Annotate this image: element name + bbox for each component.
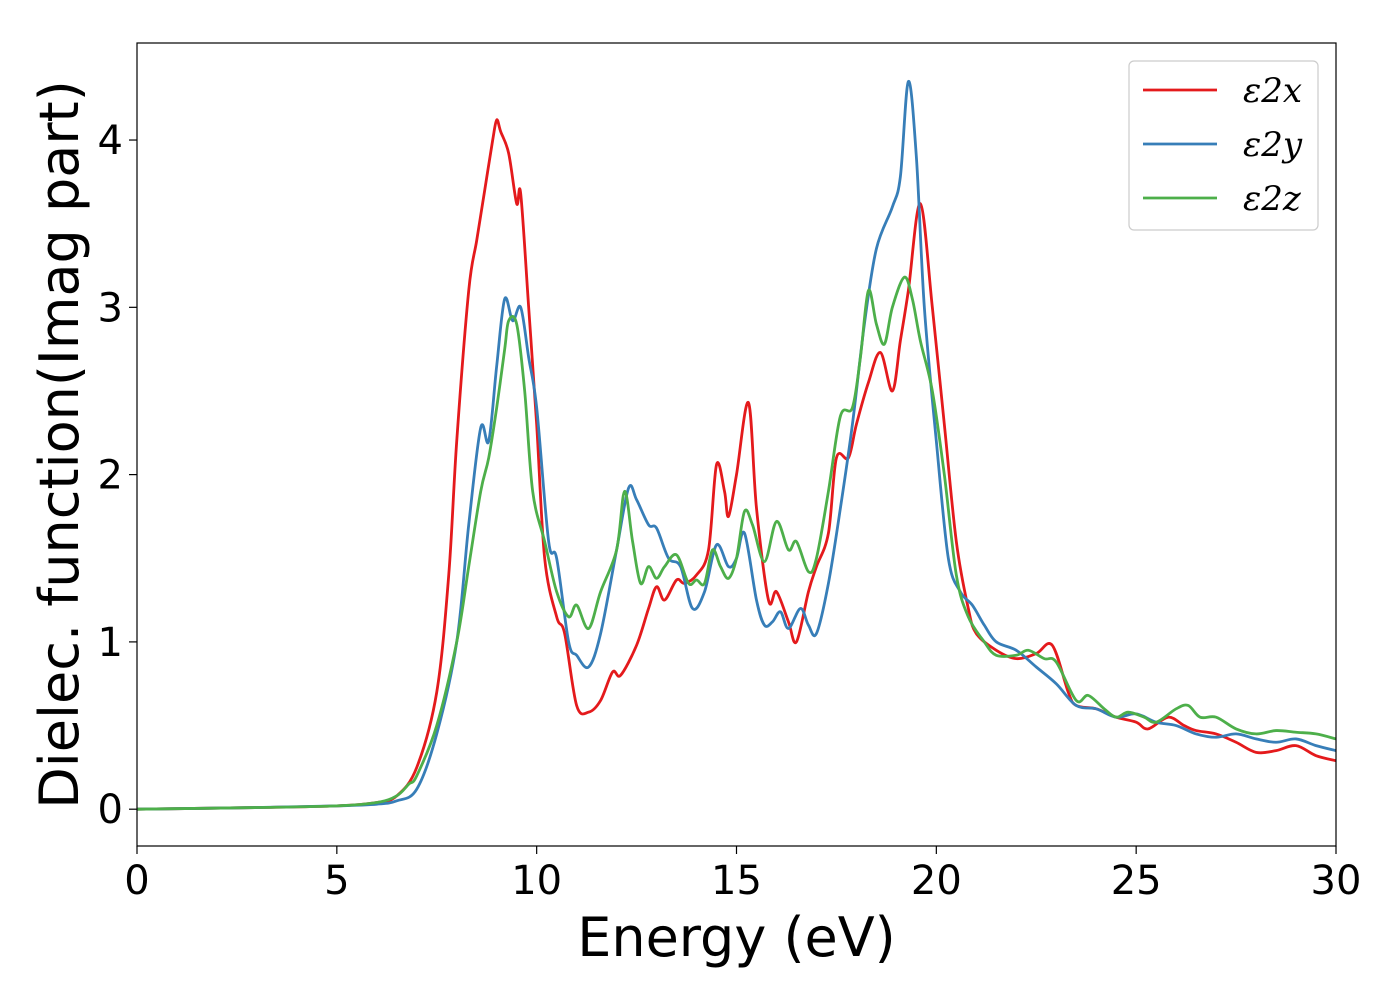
x-tick-label: 10 bbox=[511, 858, 562, 904]
legend: ε2x ε2y ε2z bbox=[1128, 60, 1319, 231]
x-tick-label: 20 bbox=[911, 858, 962, 904]
y-tick-label: 1 bbox=[98, 620, 123, 666]
y-axis: 0 1 2 3 4 bbox=[98, 118, 137, 833]
x-tick-label: 30 bbox=[1311, 858, 1362, 904]
x-axis: 0 5 10 15 20 25 30 bbox=[124, 846, 1361, 904]
x-tick-label: 5 bbox=[324, 858, 349, 904]
y-tick-label: 4 bbox=[98, 118, 123, 164]
y-axis-title: Dielec. function(Imag part) bbox=[28, 80, 91, 809]
legend-label-2: ε2z bbox=[1243, 179, 1302, 219]
x-tick-label: 25 bbox=[1111, 858, 1162, 904]
series-line-1 bbox=[137, 80, 1336, 811]
y-tick-label: 0 bbox=[98, 787, 123, 833]
series-layer bbox=[137, 80, 1336, 811]
x-tick-label: 0 bbox=[124, 858, 149, 904]
y-tick-label: 2 bbox=[98, 453, 123, 499]
legend-label-1: ε2y bbox=[1243, 125, 1303, 165]
legend-label-0: ε2x bbox=[1243, 71, 1302, 111]
legend-box bbox=[1128, 60, 1319, 231]
y-tick-label: 3 bbox=[98, 285, 123, 331]
series-line-2 bbox=[137, 275, 1336, 811]
x-tick-label: 15 bbox=[711, 858, 762, 904]
x-axis-title: Energy (eV) bbox=[577, 906, 896, 969]
